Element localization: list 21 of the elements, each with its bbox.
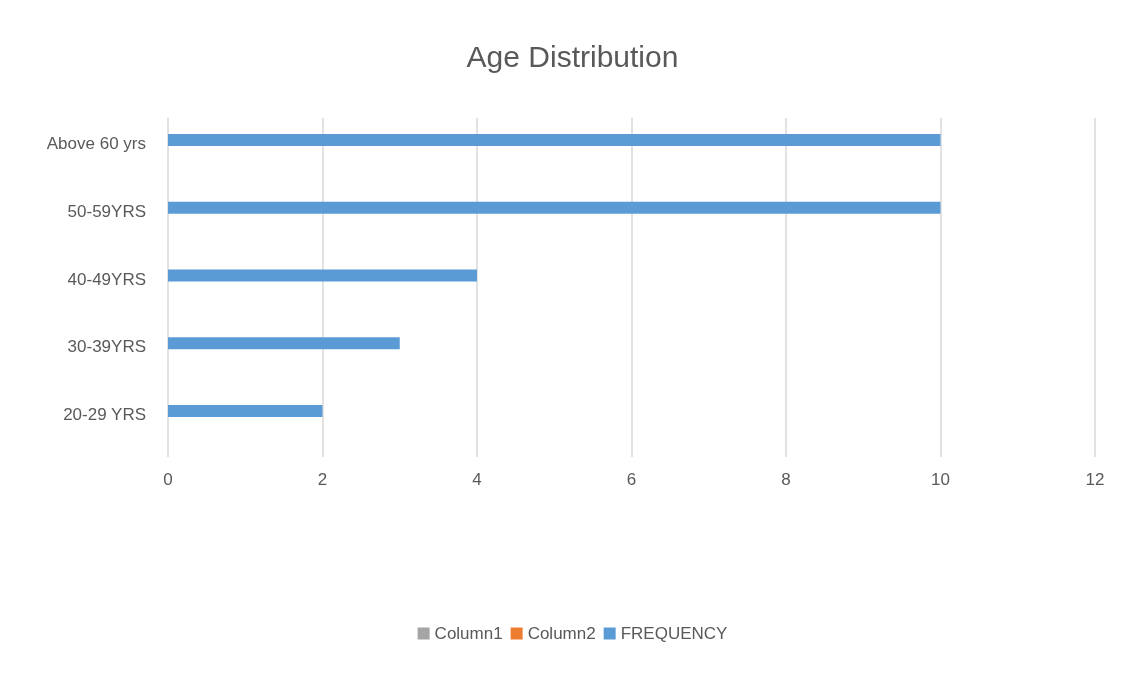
bar	[168, 337, 400, 350]
legend-label: Column2	[527, 624, 596, 643]
x-tick-label: 0	[163, 470, 173, 489]
y-tick-label: 50-59YRS	[67, 201, 146, 221]
x-tick-label: 12	[1085, 470, 1105, 489]
y-tick-label: 40-49YRS	[67, 269, 146, 289]
bar	[168, 405, 323, 418]
chart-title: Age Distribution	[466, 39, 679, 73]
y-tick-label: 30-39YRS	[67, 337, 146, 357]
x-tick-label: 4	[472, 470, 482, 489]
x-tick-label: 8	[781, 470, 791, 489]
y-tick-label: 20-29 YRS	[63, 405, 146, 425]
y-tick-label: Above 60 yrs	[46, 133, 146, 153]
bar	[168, 201, 941, 214]
bar	[168, 269, 477, 282]
legend-label: FREQUENCY	[620, 624, 728, 643]
x-tick-label: 2	[317, 470, 328, 489]
legend-label: Column1	[434, 624, 503, 643]
bar	[168, 133, 941, 146]
x-tick-label: 6	[626, 470, 637, 489]
x-tick-label: 10	[931, 470, 950, 489]
